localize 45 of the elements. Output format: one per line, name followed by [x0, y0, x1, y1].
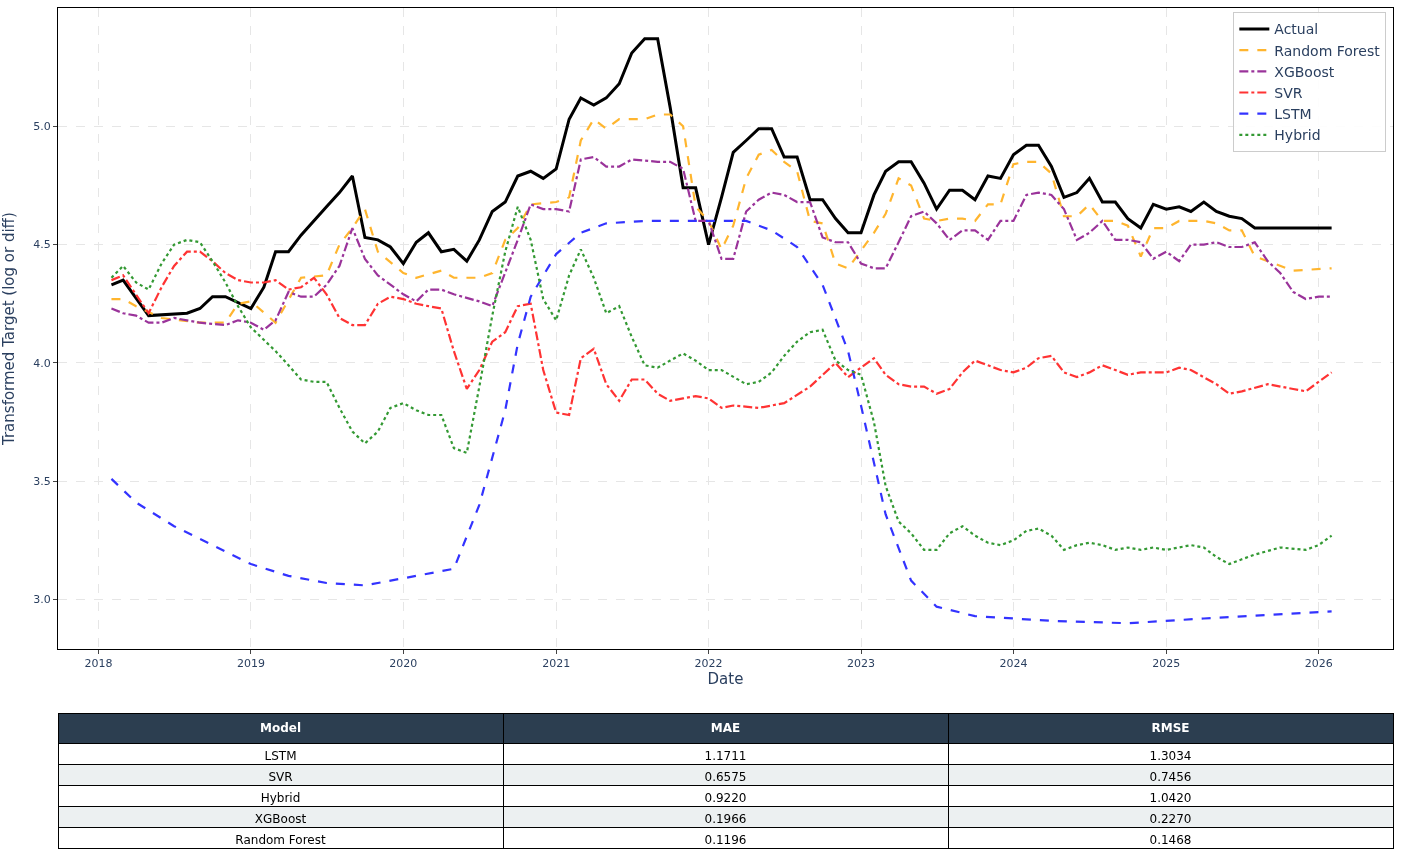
y-tick-label: 4.5 [33, 238, 51, 252]
y-tick-label: 3.0 [33, 593, 51, 607]
text: XGBoost [254, 812, 307, 827]
y-tick-label: 4.0 [33, 356, 51, 370]
text: LSTM [264, 749, 297, 764]
legend-label: LSTM [1274, 106, 1312, 123]
y-tick-label: 5.0 [33, 120, 51, 134]
legend-label: Actual [1274, 21, 1319, 38]
text: SVR [268, 770, 293, 785]
text: 0.1966 [704, 812, 747, 827]
line-series [110, 219, 1333, 625]
text: 0.2270 [1149, 812, 1192, 827]
x-axis-title: Date [707, 670, 744, 689]
legend-label: Random Forest [1274, 42, 1381, 59]
legend-label: XGBoost [1274, 63, 1335, 80]
x-tick-label: 2025 [1152, 657, 1181, 671]
x-tick-label: 2020 [389, 657, 418, 671]
line-series [109, 37, 1334, 318]
line-series [110, 155, 1333, 331]
y-tick-label: 3.5 [33, 475, 51, 489]
y-axis-title: Transformed Target (log or diff) [0, 212, 18, 447]
text: 1.3034 [1149, 749, 1192, 764]
text: 0.1196 [704, 833, 747, 848]
x-tick-label: 2018 [84, 657, 113, 671]
text: Hybrid [260, 791, 301, 806]
category-label: RMSE [1151, 721, 1190, 736]
category-label: Model [259, 721, 302, 736]
line-series [110, 250, 1333, 417]
x-tick-label: 2024 [999, 657, 1028, 671]
text: 1.0420 [1149, 791, 1192, 806]
x-tick-label: 2023 [847, 657, 875, 671]
text: Random Forest [235, 833, 326, 848]
text: 0.6575 [704, 770, 747, 785]
legend-label: SVR [1274, 84, 1303, 101]
legend-label: Hybrid [1274, 127, 1321, 144]
text: 0.9220 [704, 791, 747, 806]
x-tick-label: 2021 [542, 657, 571, 671]
text: 1.1711 [704, 749, 747, 764]
x-tick-label: 2026 [1304, 657, 1333, 671]
line-series [110, 205, 1333, 566]
text: 0.1468 [1149, 833, 1192, 848]
text: 0.7456 [1149, 770, 1192, 785]
x-tick-label: 2022 [694, 657, 723, 671]
category-label: MAE [710, 721, 741, 736]
x-tick-label: 2019 [236, 657, 265, 671]
